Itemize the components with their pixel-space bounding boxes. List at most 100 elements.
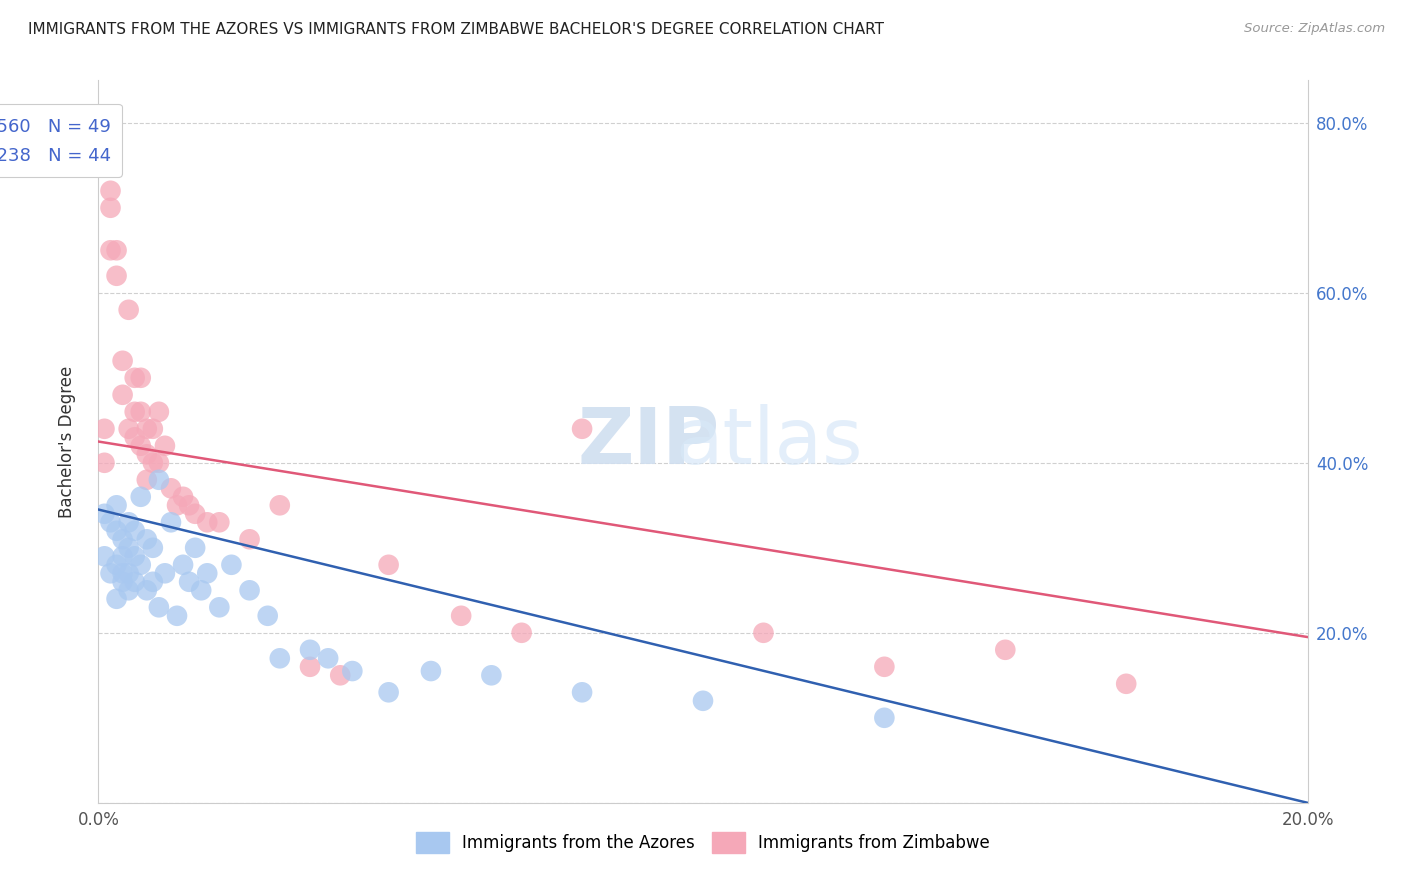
Point	[994, 642, 1017, 657]
Point	[190, 583, 212, 598]
Point	[135, 473, 157, 487]
Point	[299, 642, 322, 657]
Point	[93, 456, 115, 470]
Point	[420, 664, 443, 678]
Legend: Immigrants from the Azores, Immigrants from Zimbabwe: Immigrants from the Azores, Immigrants f…	[409, 826, 997, 860]
Point	[124, 371, 146, 385]
Point	[450, 608, 472, 623]
Point	[692, 694, 714, 708]
Point	[100, 244, 122, 258]
Point	[124, 524, 146, 538]
Point	[129, 558, 152, 572]
Point	[111, 574, 134, 589]
Point	[166, 608, 188, 623]
Point	[111, 388, 134, 402]
Point	[571, 422, 593, 436]
Point	[299, 660, 322, 674]
Point	[135, 583, 157, 598]
Point	[148, 473, 170, 487]
Point	[195, 566, 218, 581]
Point	[100, 566, 122, 581]
Point	[873, 711, 896, 725]
Point	[221, 558, 243, 572]
Point	[111, 353, 134, 368]
Point	[148, 456, 170, 470]
Point	[111, 566, 134, 581]
Point	[105, 498, 128, 512]
Point	[142, 422, 165, 436]
Point	[93, 422, 115, 436]
Point	[118, 541, 141, 555]
Point	[481, 668, 503, 682]
Point	[184, 541, 207, 555]
Text: Source: ZipAtlas.com: Source: ZipAtlas.com	[1244, 22, 1385, 36]
Point	[124, 430, 146, 444]
Text: atlas: atlas	[676, 403, 863, 480]
Point	[316, 651, 339, 665]
Point	[105, 591, 128, 606]
Point	[124, 405, 146, 419]
Point	[208, 600, 231, 615]
Legend: R = -0.560   N = 49, R = -0.238   N = 44: R = -0.560 N = 49, R = -0.238 N = 44	[0, 103, 122, 177]
Point	[172, 490, 194, 504]
Point	[100, 201, 122, 215]
Point	[510, 625, 533, 640]
Text: ZIP: ZIP	[578, 403, 720, 480]
Point	[269, 651, 291, 665]
Point	[118, 422, 141, 436]
Point	[118, 302, 141, 317]
Point	[160, 481, 183, 495]
Y-axis label: Bachelor's Degree: Bachelor's Degree	[58, 366, 76, 517]
Point	[195, 516, 218, 530]
Point	[105, 558, 128, 572]
Point	[124, 574, 146, 589]
Point	[239, 533, 262, 547]
Point	[93, 507, 115, 521]
Point	[160, 516, 183, 530]
Point	[142, 541, 165, 555]
Point	[377, 558, 399, 572]
Point	[118, 583, 141, 598]
Point	[129, 439, 152, 453]
Point	[256, 608, 278, 623]
Point	[118, 516, 141, 530]
Point	[129, 405, 152, 419]
Point	[124, 549, 146, 564]
Point	[148, 600, 170, 615]
Point	[142, 456, 165, 470]
Point	[873, 660, 896, 674]
Point	[1115, 677, 1137, 691]
Point	[105, 244, 128, 258]
Point	[153, 439, 176, 453]
Point	[269, 498, 291, 512]
Point	[239, 583, 262, 598]
Text: IMMIGRANTS FROM THE AZORES VS IMMIGRANTS FROM ZIMBABWE BACHELOR'S DEGREE CORRELA: IMMIGRANTS FROM THE AZORES VS IMMIGRANTS…	[28, 22, 884, 37]
Point	[184, 507, 207, 521]
Point	[179, 498, 201, 512]
Point	[118, 566, 141, 581]
Point	[377, 685, 399, 699]
Point	[135, 533, 157, 547]
Point	[342, 664, 364, 678]
Point	[111, 549, 134, 564]
Point	[129, 490, 152, 504]
Point	[142, 574, 165, 589]
Point	[571, 685, 593, 699]
Point	[329, 668, 352, 682]
Point	[752, 625, 775, 640]
Point	[93, 549, 115, 564]
Point	[105, 268, 128, 283]
Point	[129, 371, 152, 385]
Point	[100, 184, 122, 198]
Point	[135, 422, 157, 436]
Point	[105, 524, 128, 538]
Point	[172, 558, 194, 572]
Point	[111, 533, 134, 547]
Point	[208, 516, 231, 530]
Point	[153, 566, 176, 581]
Point	[166, 498, 188, 512]
Point	[179, 574, 201, 589]
Point	[135, 447, 157, 461]
Point	[148, 405, 170, 419]
Point	[100, 516, 122, 530]
